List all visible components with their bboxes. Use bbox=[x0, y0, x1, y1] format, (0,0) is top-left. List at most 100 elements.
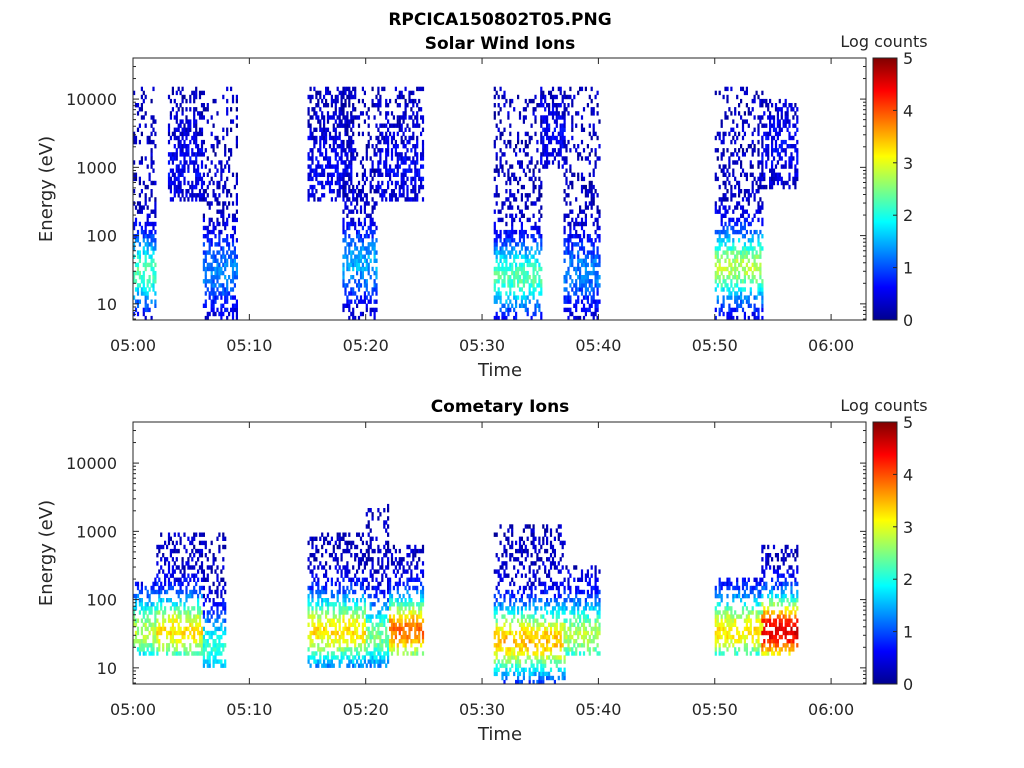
heatmap-cell bbox=[325, 610, 328, 615]
heatmap-cell bbox=[346, 573, 349, 578]
heatmap-cell bbox=[346, 643, 349, 648]
heatmap-cell bbox=[167, 561, 171, 566]
heatmap-cell bbox=[200, 144, 204, 149]
heatmap-cell bbox=[189, 127, 192, 132]
heatmap-cell bbox=[546, 135, 549, 141]
heatmap-cell bbox=[136, 593, 140, 599]
heatmap-cell bbox=[540, 234, 543, 239]
heatmap-cell bbox=[757, 139, 760, 145]
heatmap-cell bbox=[559, 148, 562, 153]
heatmap-cell bbox=[311, 581, 314, 587]
heatmap-cell bbox=[714, 262, 717, 268]
heatmap-cell bbox=[741, 213, 745, 218]
heatmap-cell bbox=[544, 94, 547, 100]
heatmap-cell bbox=[580, 217, 584, 223]
heatmap-cell bbox=[228, 275, 231, 280]
heatmap-cell bbox=[140, 229, 143, 235]
heatmap-cell bbox=[342, 160, 345, 165]
heatmap-cell bbox=[371, 246, 374, 251]
heatmap-cell bbox=[173, 651, 176, 656]
heatmap-cell bbox=[144, 618, 147, 623]
heatmap-cell bbox=[356, 659, 359, 664]
heatmap-cell bbox=[517, 254, 520, 259]
cometary-ylabel: Energy (eV) bbox=[36, 500, 57, 606]
heatmap-cell bbox=[140, 94, 143, 100]
heatmap-cell bbox=[577, 258, 580, 263]
heatmap-cell bbox=[511, 238, 514, 243]
heatmap-cell bbox=[765, 98, 768, 104]
heatmap-cell bbox=[195, 131, 198, 137]
heatmap-cell bbox=[210, 606, 213, 611]
heatmap-cell bbox=[138, 201, 141, 206]
heatmap-cell bbox=[171, 168, 174, 173]
heatmap-cell bbox=[338, 144, 341, 149]
heatmap-cell bbox=[412, 189, 415, 194]
heatmap-cell bbox=[309, 115, 312, 120]
heatmap-cell bbox=[214, 275, 217, 280]
heatmap-cell bbox=[536, 160, 539, 165]
heatmap-cell bbox=[156, 602, 159, 607]
heatmap-cell bbox=[142, 98, 145, 104]
heatmap-cell bbox=[231, 295, 235, 300]
heatmap-cell bbox=[493, 209, 496, 214]
heatmap-cell bbox=[212, 311, 215, 317]
heatmap-cell bbox=[586, 144, 589, 149]
heatmap-cell bbox=[373, 258, 376, 263]
heatmap-cell bbox=[200, 115, 204, 120]
heatmap-cell bbox=[402, 144, 405, 149]
heatmap-cell bbox=[588, 152, 591, 157]
heatmap-cell bbox=[728, 107, 731, 112]
heatmap-cell bbox=[726, 197, 729, 202]
heatmap-cell bbox=[226, 107, 229, 112]
heatmap-cell bbox=[361, 184, 364, 190]
heatmap-cell bbox=[202, 225, 205, 231]
heatmap-cell bbox=[348, 577, 351, 582]
heatmap-cell bbox=[156, 561, 159, 566]
heatmap-cell bbox=[193, 131, 196, 137]
heatmap-cell bbox=[513, 275, 516, 280]
heatmap-cell bbox=[551, 115, 555, 120]
heatmap-cell bbox=[736, 229, 739, 235]
heatmap-cell bbox=[307, 598, 310, 603]
heatmap-cell bbox=[714, 209, 717, 214]
heatmap-cell bbox=[361, 553, 364, 558]
heatmap-cell bbox=[540, 119, 543, 124]
heatmap-cell bbox=[206, 119, 209, 124]
heatmap-cell bbox=[743, 279, 746, 284]
heatmap-cell bbox=[584, 221, 587, 227]
heatmap-cell bbox=[204, 299, 207, 304]
heatmap-cell bbox=[231, 238, 235, 243]
heatmap-cell bbox=[142, 238, 145, 243]
heatmap-cell bbox=[214, 193, 217, 198]
heatmap-cell bbox=[222, 189, 225, 194]
heatmap-cell bbox=[509, 254, 512, 259]
heatmap-cell bbox=[582, 107, 586, 112]
heatmap-cell bbox=[724, 205, 727, 210]
heatmap-cell bbox=[726, 254, 729, 259]
heatmap-cell bbox=[501, 168, 504, 173]
heatmap-cell bbox=[782, 184, 785, 190]
heatmap-cell bbox=[495, 238, 498, 243]
heatmap-cell bbox=[338, 639, 341, 644]
heatmap-cell bbox=[222, 291, 225, 296]
heatmap-cell bbox=[590, 279, 593, 284]
heatmap-cell bbox=[495, 229, 498, 235]
heatmap-cell bbox=[776, 119, 779, 124]
heatmap-cell bbox=[344, 189, 347, 194]
heatmap-cell bbox=[740, 229, 743, 235]
heatmap-cell bbox=[319, 614, 322, 619]
heatmap-cell bbox=[142, 610, 145, 615]
heatmap-cell bbox=[761, 90, 764, 96]
heatmap-cell bbox=[307, 94, 310, 100]
heatmap-cell bbox=[584, 279, 587, 284]
heatmap-cell bbox=[402, 168, 405, 173]
heatmap-cell bbox=[567, 184, 570, 190]
heatmap-cell bbox=[216, 610, 219, 615]
heatmap-cell bbox=[212, 663, 215, 668]
heatmap-cell bbox=[732, 250, 735, 255]
heatmap-cell bbox=[342, 610, 345, 615]
heatmap-cell bbox=[509, 299, 512, 304]
heatmap-cell bbox=[152, 209, 155, 214]
heatmap-cell bbox=[189, 614, 192, 619]
heatmap-cell bbox=[743, 242, 746, 247]
